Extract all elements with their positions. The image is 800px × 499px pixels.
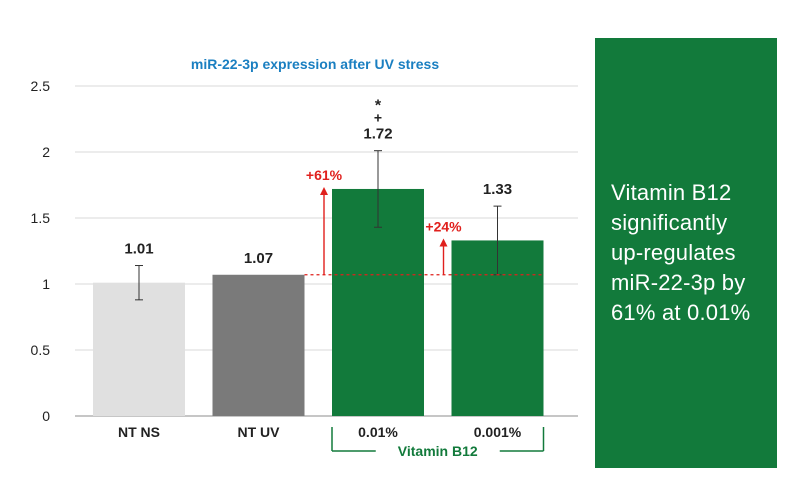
- y-tick-label: 1.5: [31, 210, 51, 226]
- increase-arrowhead: [320, 186, 328, 195]
- category-label: NT NS: [118, 424, 160, 440]
- category-label: 0.001%: [474, 424, 522, 440]
- summary-text: Vitamin B12 significantly up-regulates m…: [611, 178, 750, 328]
- chart-title: miR-22-3p expression after UV stress: [191, 56, 439, 72]
- value-label: 1.72: [363, 126, 392, 143]
- summary-panel: Vitamin B12 significantly up-regulates m…: [595, 38, 777, 468]
- y-tick-label: 0: [42, 408, 50, 424]
- increase-label: +24%: [425, 218, 462, 234]
- category-label: 0.01%: [358, 424, 398, 440]
- bar-chart: miR-22-3p expression after UV stress 0 0.…: [31, 56, 578, 459]
- increase-arrowhead: [439, 238, 448, 247]
- value-label: 1.07: [244, 250, 273, 267]
- category-label: NT UV: [238, 424, 281, 440]
- y-tick-label: 0.5: [31, 342, 51, 358]
- summary-line-3: up-regulates: [611, 240, 736, 265]
- significance-star: *: [375, 98, 382, 115]
- y-tick-label: 2.5: [31, 78, 51, 94]
- y-tick-label: 2: [42, 144, 50, 160]
- summary-line-4: miR-22-3p by: [611, 270, 746, 295]
- bar-0: [93, 282, 185, 416]
- summary-line-1: Vitamin B12: [611, 180, 732, 205]
- group-label: Vitamin B12: [398, 443, 478, 459]
- value-label: 1.33: [483, 181, 512, 198]
- y-tick-label: 1: [42, 276, 50, 292]
- summary-line-2: significantly: [611, 210, 728, 235]
- increase-label: +61%: [306, 167, 343, 183]
- significance-plus: +: [374, 110, 382, 126]
- summary-line-5: 61% at 0.01%: [611, 300, 751, 325]
- value-label: 1.01: [124, 241, 153, 258]
- bar-1: [212, 274, 305, 416]
